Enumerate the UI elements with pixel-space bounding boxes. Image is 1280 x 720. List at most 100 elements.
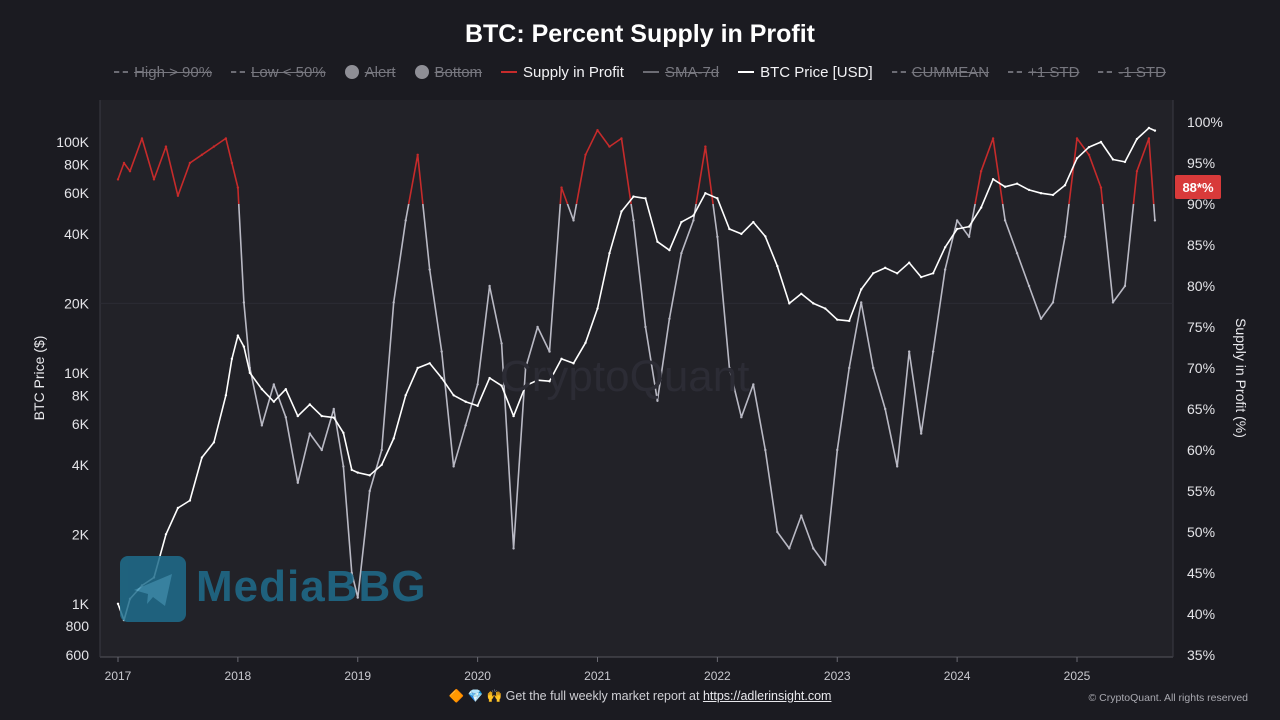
legend-item-alert[interactable]: Alert [344, 64, 396, 81]
supply-point [668, 317, 671, 320]
supply-point [812, 547, 815, 550]
price-point [350, 468, 353, 472]
price-point [991, 178, 995, 181]
price-point [907, 261, 911, 264]
price-point [320, 414, 323, 418]
price-point [164, 533, 168, 536]
price-point [308, 403, 311, 406]
legend-item-high-90[interactable]: High > 90% [114, 64, 212, 81]
legend-item-low-50[interactable]: Low < 50% [231, 64, 326, 81]
legend-item-btc-price-usd[interactable]: BTC Price [USD] [738, 64, 873, 81]
copyright-text: © CryptoQuant. All rights reserved [1088, 692, 1248, 704]
right-tick-label: 85% [1187, 237, 1215, 253]
supply-point [680, 252, 683, 255]
price-point [1003, 185, 1007, 188]
legend-swatch [501, 71, 518, 73]
price-point [1153, 129, 1157, 132]
current-value-badge: 88*% [1175, 175, 1221, 199]
price-point [1039, 192, 1043, 195]
supply-point [536, 325, 539, 329]
source-watermark: CryptoQuant [500, 352, 750, 401]
legend-swatch [642, 71, 659, 73]
price-point [656, 240, 659, 243]
supply-point [272, 383, 276, 386]
supply-point [1027, 284, 1031, 288]
right-tick-label: 60% [1187, 442, 1215, 458]
supply-point [991, 137, 995, 140]
footer-link[interactable]: https://adlerinsight.com [702, 689, 832, 703]
supply-point [224, 137, 228, 140]
supply-point [1015, 252, 1019, 255]
supply-point [716, 235, 719, 238]
right-tick-label: 35% [1187, 647, 1215, 663]
legend-item-sma-7d[interactable]: SMA-7d [642, 63, 720, 81]
supply-point [122, 161, 126, 165]
legend-item-1-std[interactable]: +1 STD [1008, 64, 1079, 81]
price-point [332, 416, 335, 419]
price-point [788, 302, 791, 305]
price-point [1027, 188, 1031, 192]
legend-item-bottom[interactable]: Bottom [414, 64, 482, 81]
left-axis-ticks: 600 800 1K 2K 4K 6K 8K 10K 20K 40K 60K 80K 100K [56, 134, 89, 663]
supply-point [979, 170, 983, 173]
supply-point [242, 301, 246, 304]
legend-item-1-std[interactable]: -1 STD [1098, 64, 1166, 81]
supply-point [296, 481, 300, 484]
supply-point [464, 424, 467, 427]
supply-point [500, 342, 503, 345]
right-tick-label: 45% [1187, 565, 1215, 581]
supply-point [350, 571, 353, 575]
price-point [1147, 126, 1151, 130]
supply-point [1075, 137, 1079, 140]
supply-point [342, 465, 345, 468]
supply-point [1051, 301, 1055, 304]
price-point [356, 471, 359, 474]
supply-point [548, 350, 551, 353]
telegram-logo-icon [120, 556, 186, 622]
price-point [596, 307, 599, 310]
supply-point [692, 219, 695, 222]
x-tick-label: 2019 [344, 669, 371, 683]
price-point [836, 318, 839, 321]
right-axis-ticks: 35% 40% 45% 50% 55% 60% 65% 70% 75% 80% 85% 90% 95% 1… [1187, 114, 1223, 663]
right-tick-label: 50% [1187, 524, 1215, 540]
price-point [428, 362, 431, 365]
legend-item-supply-in-profit[interactable]: Supply in Profit [501, 64, 624, 81]
supply-point [955, 219, 959, 222]
price-point [692, 214, 695, 217]
supply-point [572, 219, 575, 222]
legend-swatch [114, 71, 129, 73]
legend-swatch [738, 71, 755, 73]
left-tick-label: 40K [64, 226, 90, 242]
price-point [404, 394, 407, 397]
legend-label: CUMMEAN [911, 63, 990, 81]
supply-point [931, 350, 935, 353]
supply-point [704, 145, 707, 148]
legend-item-cummean[interactable]: CUMMEAN [891, 63, 990, 81]
supply-point [380, 448, 383, 452]
price-point [188, 499, 192, 502]
supply-point [1087, 153, 1091, 156]
supply-point [907, 350, 911, 353]
chart-legend: High > 90% Low < 50% Alert Bottom Supply in … [0, 62, 1280, 82]
price-point [1087, 145, 1091, 149]
legend-label: -1 STD [1118, 63, 1166, 81]
legend-label: High > 90% [134, 63, 213, 81]
supply-point [764, 448, 767, 452]
supply-in-profit-high-line [117, 129, 1155, 204]
price-point [740, 232, 743, 236]
right-tick-label: 55% [1187, 483, 1215, 499]
x-tick-label: 2025 [1064, 669, 1091, 683]
price-point [296, 414, 300, 418]
x-tick-label: 2020 [464, 669, 491, 683]
left-tick-label: 20K [64, 295, 90, 311]
supply-point [919, 432, 923, 435]
price-point [728, 227, 731, 231]
left-tick-label: 80K [64, 156, 90, 172]
supply-point [1039, 317, 1043, 320]
supply-point [824, 563, 827, 566]
legend-label: SMA-7d [664, 63, 720, 81]
price-point [584, 341, 587, 344]
btc-price-line [117, 127, 1156, 621]
